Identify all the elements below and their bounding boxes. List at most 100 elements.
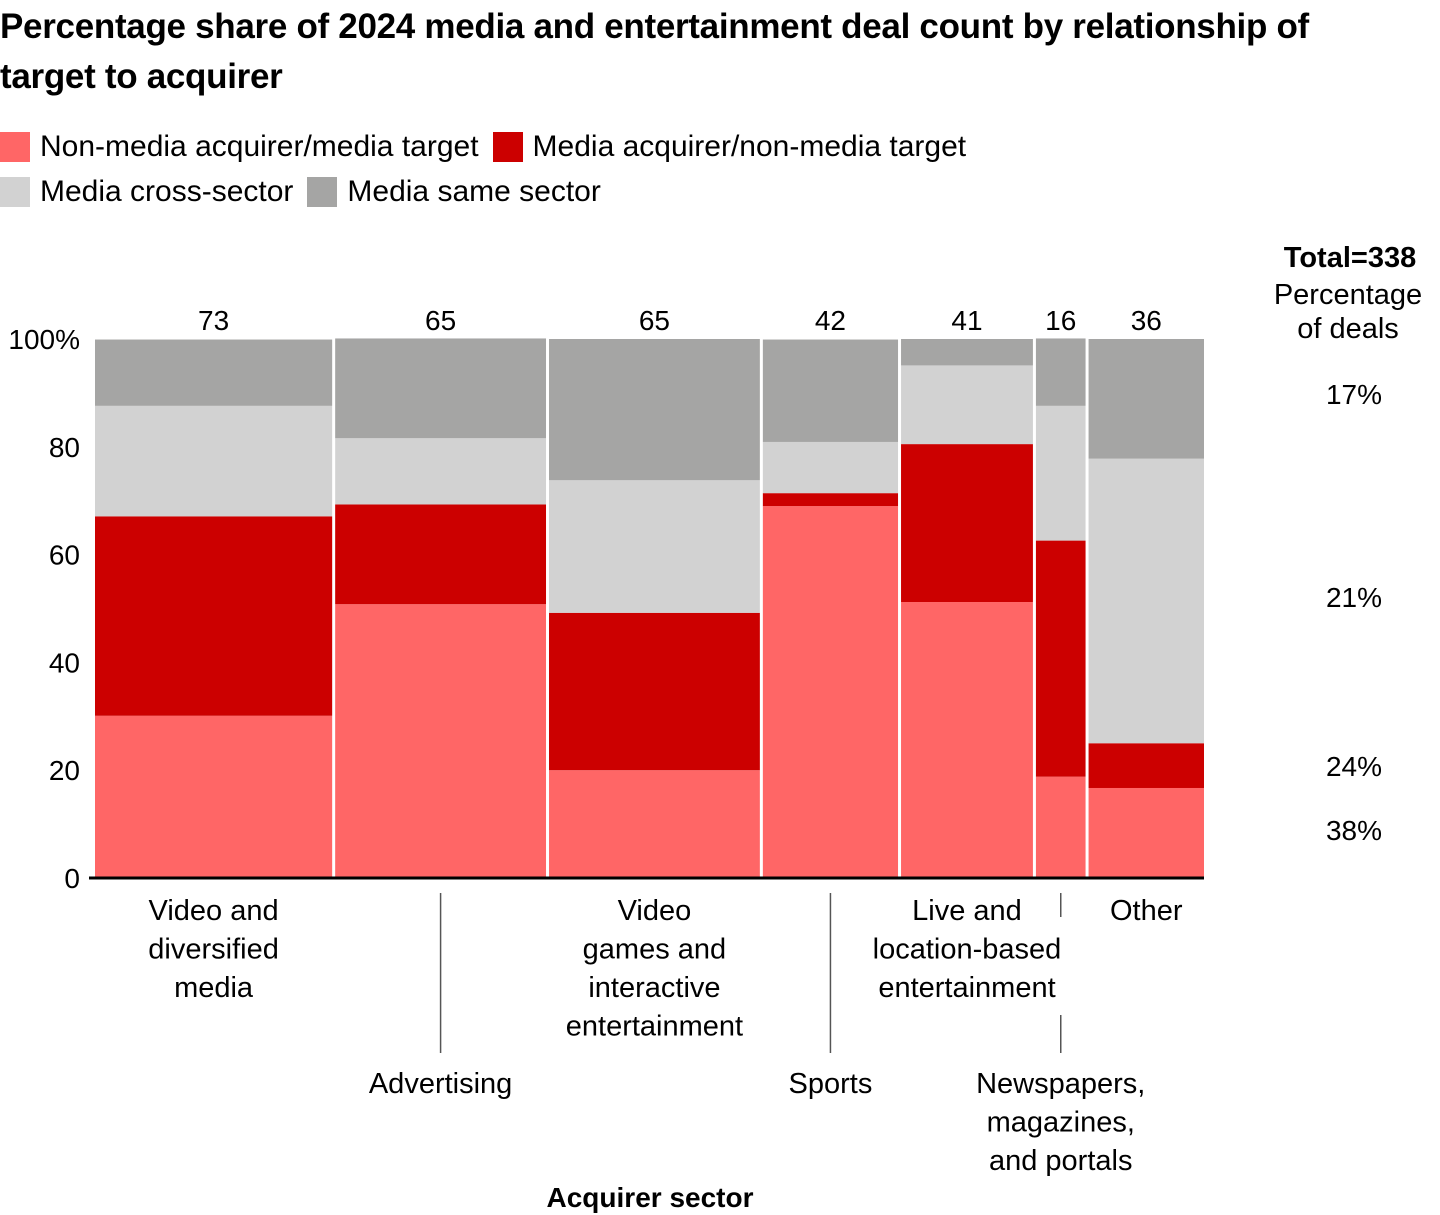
category-label-line: Advertising (369, 1068, 512, 1100)
bar-segment (95, 339, 333, 406)
legend-row: Media cross-sector Media same sector (0, 169, 1200, 214)
category-label-line: Video (618, 895, 692, 927)
legend-swatch (0, 176, 30, 207)
legend-label: Media acquirer/non-media target (532, 129, 967, 163)
bar-segment (1035, 776, 1086, 878)
legend-swatch (0, 131, 30, 162)
category-label-line: interactive (588, 972, 720, 1004)
bar-column (549, 339, 760, 878)
category-label: Advertising (369, 893, 512, 1100)
category-label-line: location-based (873, 934, 1062, 966)
deal-count-label: 42 (815, 305, 846, 336)
deal-count-label: 65 (425, 305, 456, 336)
category-label-line: media (174, 972, 254, 1004)
bar-segment (549, 770, 760, 878)
category-label-line: Newspapers, (976, 1068, 1145, 1100)
legend-swatch (492, 131, 523, 162)
category-label-line: Video and (149, 895, 279, 927)
bar-segment (549, 612, 760, 771)
bar-segment (1035, 405, 1086, 541)
category-label-line: entertainment (878, 972, 1055, 1004)
category-label-line: entertainment (566, 1011, 743, 1043)
x-axis-category-labels: Video and diversified media Advertising Vide… (148, 893, 1183, 1177)
bar-segment (1088, 787, 1204, 878)
category-label: Video and diversified media (148, 895, 279, 1004)
category-label-line: and portals (989, 1145, 1133, 1177)
bar-segment (901, 444, 1033, 603)
bar-segment (335, 338, 547, 439)
x-axis-title: Acquirer sector (547, 1182, 754, 1213)
category-label: Newspapers, magazines, and portals (976, 893, 1145, 1177)
total-label: Total=338 (1284, 242, 1416, 274)
bar-column (335, 338, 547, 878)
category-label-line: Live and (912, 895, 1022, 927)
bar-segment (762, 339, 899, 442)
category-label-line: Other (1110, 895, 1183, 927)
bar-segment (762, 493, 899, 507)
bar-segment (335, 438, 547, 505)
bar-column (901, 339, 1033, 878)
bars-group (95, 338, 1204, 878)
legend-item-cross-sector: Media cross-sector (0, 175, 293, 209)
bar-column (95, 339, 333, 878)
bar-segment (1088, 743, 1204, 788)
total-percentage-media-cross-sector: 21% (1326, 582, 1382, 613)
category-label-line: Sports (789, 1068, 873, 1100)
bar-segment (901, 602, 1033, 878)
total-sublabel: Percentage (1274, 279, 1422, 311)
y-tick-label: 0 (64, 863, 80, 894)
bar-segment (901, 339, 1033, 366)
category-label: Other (1110, 895, 1183, 927)
category-label-line: diversified (148, 934, 279, 966)
deal-count-label: 36 (1131, 305, 1162, 336)
deal-count-label: 41 (951, 305, 982, 336)
bar-segment (549, 480, 760, 613)
total-percentage-non-media-acquirer-media-target: 38% (1326, 815, 1382, 846)
category-label: Video games and interactive entertainment (566, 895, 743, 1043)
y-tick-label: 80 (49, 432, 80, 463)
y-tick-label: 40 (49, 647, 80, 678)
bar-segment (335, 504, 547, 605)
bar-segment (901, 365, 1033, 445)
deal-count-label: 16 (1045, 305, 1076, 336)
bar-column (1035, 338, 1086, 878)
total-percentage-media-same-sector: 17% (1326, 379, 1382, 410)
legend-item-media-acquirer: Media acquirer/non-media target (492, 129, 967, 164)
legend-item-non-media-acquirer: Non-media acquirer/media target (0, 130, 479, 164)
chart-title: Percentage share of 2024 media and enter… (0, 7, 1309, 96)
bar-segment (1035, 540, 1086, 777)
deal-count-label: 73 (198, 305, 229, 336)
bar-segment (762, 506, 899, 878)
bar-column (762, 339, 899, 878)
deal-count-label: 65 (639, 305, 670, 336)
bar-segment (762, 441, 899, 494)
legend-label: Non-media acquirer/media target (40, 129, 479, 163)
y-tick-label: 100% (8, 324, 80, 355)
deal-count-labels: 73 65 65 42 41 16 36 (198, 305, 1162, 336)
y-axis: 0 20 40 60 80 100% (8, 324, 80, 894)
category-label-line: magazines, (987, 1107, 1135, 1139)
legend-row: Non-media acquirer/media target Media ac… (0, 124, 1200, 169)
bar-segment (549, 339, 760, 481)
bar-segment (335, 604, 547, 878)
category-label: Live and location-based entertainment (873, 895, 1062, 1004)
total-percentage-media-acquirer-non-media-target: 24% (1326, 751, 1382, 782)
bar-segment (95, 516, 333, 716)
y-tick-label: 20 (49, 755, 80, 786)
bar-column (1088, 339, 1204, 878)
category-label: Sports (789, 893, 873, 1100)
legend-item-same-sector: Media same sector (307, 174, 601, 209)
y-tick-label: 60 (49, 540, 80, 571)
bar-segment (95, 405, 333, 517)
category-label-line: games and (583, 934, 727, 966)
bar-segment (1088, 339, 1204, 459)
bar-segment (95, 715, 333, 878)
legend-label: Media same sector (347, 174, 601, 208)
total-sublabel: of deals (1297, 313, 1399, 345)
legend-label: Media cross-sector (40, 174, 294, 208)
legend: Non-media acquirer/media target Media ac… (0, 124, 1200, 214)
bar-segment (1088, 458, 1204, 744)
legend-swatch (307, 176, 338, 207)
